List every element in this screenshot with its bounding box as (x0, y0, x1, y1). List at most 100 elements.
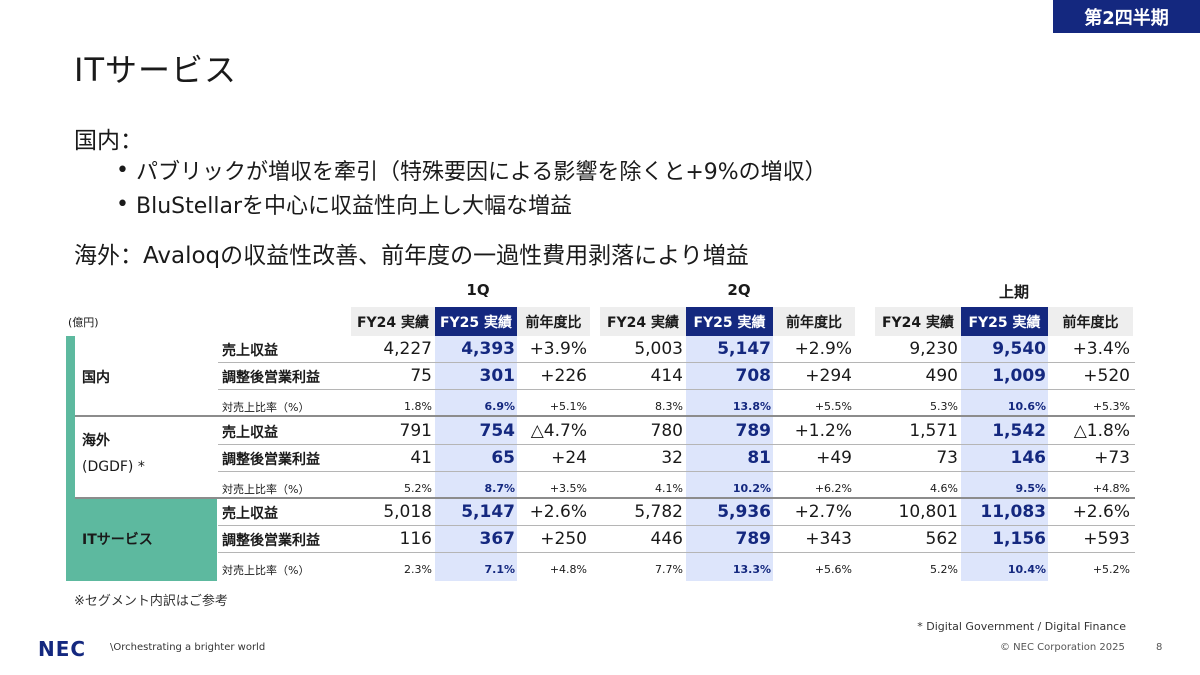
table-cell: +5.3% (1092, 400, 1130, 413)
row-label: 対売上比率（%） (222, 401, 310, 414)
period-header-1q: 1Q (466, 281, 490, 299)
footnote: * Digital Government / Digital Finance (917, 620, 1126, 633)
table-cell: +24 (551, 448, 587, 468)
table-cell: 367 (479, 529, 516, 549)
bullet-text: パブリックが増収を牽引（特殊要因による影響を除くと+9%の増収） (136, 160, 827, 185)
bullet-item: • BluStellarを中心に収益性向上し大幅な増益 (116, 187, 827, 221)
table-cell: 5,782 (634, 502, 683, 522)
table-cell: +343 (805, 529, 852, 549)
table-cell: 562 (925, 529, 958, 549)
table-cell: 5.2% (404, 482, 432, 495)
table-cell: 10,801 (898, 502, 958, 522)
table-cell: +593 (1083, 529, 1130, 549)
table-cell: 5,147 (717, 339, 771, 359)
row-label: 調整後営業利益 (222, 452, 320, 468)
table-cell: 10.6% (1007, 400, 1046, 413)
fy25-highlight (435, 336, 517, 581)
unit-label: (億円) (68, 316, 99, 329)
table-cell: 754 (479, 421, 516, 441)
fy25-highlight (961, 336, 1048, 581)
table-cell: +4.8% (1092, 482, 1130, 495)
table-cell: 1,571 (909, 421, 958, 441)
table-cell: 9.5% (1015, 482, 1046, 495)
col-header-fy25: FY25 実績 (961, 307, 1048, 336)
col-header-fy24: FY24 実績 (600, 307, 686, 336)
table-cell: 13.8% (732, 400, 771, 413)
table-cell: 8.3% (655, 400, 683, 413)
table-cell: 7.1% (484, 563, 515, 576)
table-cell: 9,230 (909, 339, 958, 359)
table-cell: 301 (479, 366, 516, 386)
table-cell: 789 (735, 529, 772, 549)
table-cell: 5.2% (930, 563, 958, 576)
bullet-dot: • (116, 157, 129, 183)
page-title: ITサービス (74, 51, 237, 89)
table-cell: 4.1% (655, 482, 683, 495)
table-cell: 13.3% (732, 563, 771, 576)
table-cell: +2.6% (529, 502, 587, 522)
row-label: 対売上比率（%） (222, 483, 310, 496)
table-cell: 10.2% (732, 482, 771, 495)
table-cell: 116 (399, 529, 432, 549)
segment-label-domestic: 国内 (82, 370, 110, 386)
table-cell: +3.5% (549, 482, 587, 495)
period-header-h1: 上期 (998, 283, 1029, 301)
table-cell: 1,542 (992, 421, 1046, 441)
segment-label-overseas: 海外 (DGDF) * (82, 428, 145, 480)
segment-label-line: 海外 (82, 433, 110, 449)
tagline: \Orchestrating a brighter world (110, 642, 266, 653)
table-cell: +2.6% (1072, 502, 1130, 522)
col-header-yoy: 前年度比 (517, 307, 590, 336)
row-label: 売上収益 (222, 425, 278, 441)
table-cell: 7.7% (655, 563, 683, 576)
table-cell: +226 (540, 366, 587, 386)
table-cell: 32 (661, 448, 683, 468)
table-cell: 75 (410, 366, 432, 386)
table-cell: 146 (1010, 448, 1047, 468)
col-header-fy25: FY25 実績 (686, 307, 773, 336)
table-cell: 780 (650, 421, 683, 441)
table-cell: +73 (1094, 448, 1130, 468)
table-cell: +2.9% (794, 339, 852, 359)
table-cell: 490 (925, 366, 958, 386)
table-cell: +2.7% (794, 502, 852, 522)
segment-bar (66, 336, 75, 498)
table-cell: 73 (936, 448, 958, 468)
segment-box-it-services (66, 498, 217, 581)
table-cell: +6.2% (814, 482, 852, 495)
table-cell: 708 (735, 366, 772, 386)
table-cell: +250 (540, 529, 587, 549)
row-label: 対売上比率（%） (222, 564, 310, 577)
table-cell: 4.6% (930, 482, 958, 495)
table-cell: +3.9% (529, 339, 587, 359)
page-number: 8 (1156, 642, 1163, 653)
table-cell: 6.9% (484, 400, 515, 413)
table-cell: 5,147 (461, 502, 515, 522)
col-header-fy24: FY24 実績 (351, 307, 435, 336)
period-header-2q: 2Q (727, 281, 751, 299)
table-cell: 9,540 (992, 339, 1046, 359)
table-cell: 414 (650, 366, 683, 386)
nec-logo: NEC (38, 637, 87, 661)
quarter-badge: 第2四半期 (1053, 0, 1200, 33)
table-cell: +520 (1083, 366, 1130, 386)
table-cell: △4.7% (530, 421, 587, 441)
table-cell: 5,018 (383, 502, 432, 522)
table-cell: +5.5% (814, 400, 852, 413)
segment-label-line: (DGDF) * (82, 459, 145, 475)
copyright: © NEC Corporation 2025 (1000, 642, 1125, 653)
segment-label-it-services: ITサービス (82, 532, 153, 548)
table-cell: 1,009 (992, 366, 1046, 386)
table-cell: +5.6% (814, 563, 852, 576)
table-cell: 5.3% (930, 400, 958, 413)
table-cell: +3.4% (1072, 339, 1130, 359)
table-cell: +49 (816, 448, 852, 468)
table-cell: 10.4% (1007, 563, 1046, 576)
table-cell: 446 (650, 529, 683, 549)
table-cell: 789 (735, 421, 772, 441)
table-cell: 81 (747, 448, 771, 468)
table-cell: 8.7% (484, 482, 515, 495)
table-cell: 1,156 (992, 529, 1046, 549)
table-cell: +5.1% (549, 400, 587, 413)
table-cell: 4,227 (383, 339, 432, 359)
